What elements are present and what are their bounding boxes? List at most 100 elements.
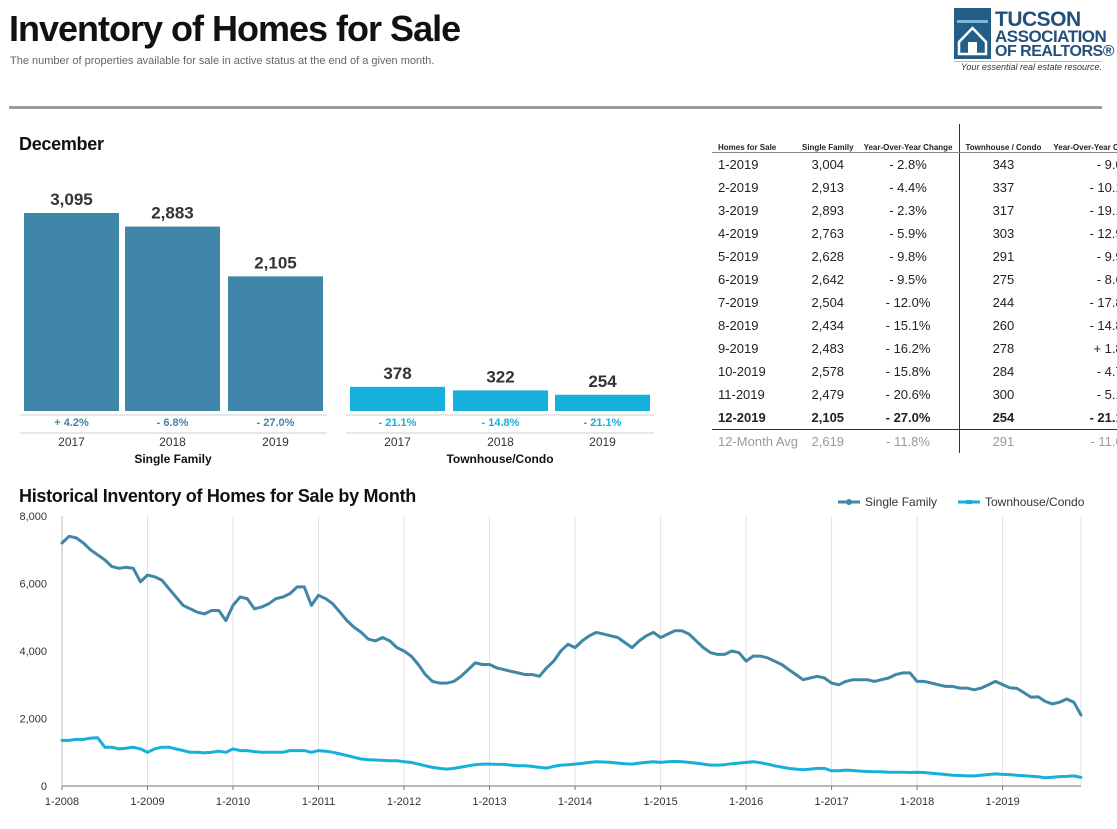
bar-value-label: 378: [383, 364, 411, 383]
table-cell: - 11.0%: [1090, 434, 1117, 449]
x-tick-label: 1-2015: [643, 796, 677, 808]
bar-change-label: + 4.2%: [54, 417, 89, 429]
table-cell: 2,479: [811, 387, 845, 402]
bar-change-label: - 6.8%: [157, 417, 189, 429]
x-tick-label: 1-2017: [814, 796, 848, 808]
table-row: 12-Month Avg 2,619 - 11.8% 291 - 11.0%: [712, 429, 1117, 453]
table-cell: 2-2019: [718, 180, 759, 195]
table-cell: 275: [958, 268, 1048, 291]
table-header-cell: Single Family: [797, 124, 858, 153]
page-subtitle: The number of properties available for s…: [10, 55, 435, 67]
logo-tagline: Your essential real estate resource.: [960, 62, 1102, 72]
bar-year-label: 2019: [262, 435, 289, 449]
x-tick-label: 1-2008: [45, 796, 79, 808]
bar-value-label: 254: [588, 372, 617, 391]
table-cell: 254: [958, 406, 1048, 430]
table-row: 3-2019 2,893 - 2.3% 317 - 19.1%: [712, 199, 1117, 222]
table-cell: 7-2019: [718, 295, 759, 310]
bar-change-label: - 27.0%: [257, 417, 295, 429]
table-cell: - 9.8%: [889, 249, 927, 264]
table-row: 2-2019 2,913 - 4.4% 337 - 10.1%: [712, 176, 1117, 199]
table-cell: - 4.7%: [1096, 364, 1117, 379]
table-cell: 343: [958, 152, 1048, 176]
table-header-cell: Homes for Sale: [712, 124, 798, 153]
bar-year-label: 2017: [58, 435, 85, 449]
table-row: 11-2019 2,479 - 20.6% 300 - 5.1%: [712, 383, 1117, 406]
bar-value-label: 2,105: [254, 253, 297, 272]
table-row: 6-2019 2,642 - 9.5% 275 - 8.6%: [712, 268, 1117, 291]
table-cell: 12-2019: [712, 406, 798, 430]
table-cell: - 2.8%: [889, 157, 927, 172]
x-tick-label: 1-2013: [472, 796, 506, 808]
bar-year-label: 2019: [589, 435, 616, 449]
table-cell: 291: [958, 429, 1048, 453]
x-tick-label: 1-2009: [130, 796, 164, 808]
table-cell: 2,578: [811, 364, 845, 379]
table-cell: 8-2019: [718, 318, 759, 333]
table-row: 8-2019 2,434 - 15.1% 260 - 14.8%: [712, 314, 1117, 337]
table-cell: - 21.1%: [1047, 406, 1117, 430]
table-cell: 2,893: [811, 203, 845, 218]
table-cell: 2,619: [811, 434, 845, 449]
table-cell: - 12.0%: [885, 295, 931, 310]
bar-change-label: - 14.8%: [482, 417, 520, 429]
table-cell: - 16.2%: [885, 341, 931, 356]
y-tick-label: 4,000: [19, 646, 47, 658]
table-cell: 2,763: [811, 226, 845, 241]
table-cell: 300: [958, 383, 1048, 406]
history-line-chart: 0 2,000 4,000 6,000 8,000 1-2008 1-2009 1-2010 1…: [19, 495, 1084, 808]
table-cell: - 20.6%: [885, 387, 931, 402]
bar: [453, 390, 548, 411]
bar-year-label: 2018: [159, 435, 186, 449]
history-chart-title: Historical Inventory of Homes for Sale b…: [19, 486, 416, 506]
x-tick-label: 1-2018: [900, 796, 934, 808]
bar-value-label: 3,095: [50, 190, 93, 209]
table-cell: - 15.1%: [885, 318, 931, 333]
legend-marker: [966, 500, 972, 504]
table-cell: 260: [958, 314, 1048, 337]
table-cell: 291: [958, 245, 1048, 268]
december-bar-chart: 3,095 + 4.2% 2017 2,883 - 6.8% 2018 2,105 - 27.…: [20, 190, 654, 466]
table-cell: 9-2019: [718, 341, 759, 356]
table-cell: 1-2019: [718, 157, 759, 172]
y-tick-label: 0: [41, 781, 47, 793]
table-cell: 2,483: [811, 341, 845, 356]
bar-group-label: Single Family: [134, 452, 212, 466]
table-cell: 4-2019: [718, 226, 759, 241]
bar: [24, 213, 119, 411]
bar-change-label: - 21.1%: [584, 417, 622, 429]
logo-line-1: TUCSON: [995, 8, 1081, 31]
x-tick-label: 1-2016: [729, 796, 763, 808]
table-cell: - 5.9%: [889, 226, 927, 241]
table-cell: 317: [958, 199, 1048, 222]
table-cell: - 10.1%: [1089, 180, 1117, 195]
table-header-cell: Year-Over-Year Change: [857, 124, 959, 153]
header-divider: [9, 106, 1102, 109]
table-cell: 10-2019: [718, 364, 766, 379]
table-cell: - 15.8%: [885, 364, 931, 379]
legend-label: Single Family: [865, 495, 937, 509]
table-cell: 2,628: [811, 249, 845, 264]
table-cell: - 14.8%: [1089, 318, 1117, 333]
tucson-realtors-logo: TUCSON ASSOCIATION OF REALTORS® Your ess…: [954, 8, 1114, 72]
table-cell: - 8.6%: [1096, 272, 1117, 287]
table-cell: - 9.5%: [889, 272, 927, 287]
table-header-cell: Townhouse / Condo: [958, 124, 1048, 153]
table-header-cell: Year-Over-Year Change: [1047, 124, 1117, 153]
table-row: 1-2019 3,004 - 2.8% 343 - 9.0%: [712, 152, 1117, 176]
table-cell: - 9.0%: [1096, 157, 1117, 172]
table-cell: - 9.9%: [1096, 249, 1117, 264]
table-cell: - 4.4%: [889, 180, 927, 195]
y-tick-label: 6,000: [19, 579, 47, 591]
bar-group-label: Townhouse/Condo: [446, 452, 553, 466]
table-cell: 2,434: [811, 318, 845, 333]
table-cell: 2,504: [811, 295, 845, 310]
y-tick-label: 2,000: [19, 714, 47, 726]
table-cell: 5-2019: [718, 249, 759, 264]
table-cell: - 27.0%: [857, 406, 959, 430]
logo-line-3: OF REALTORS®: [995, 43, 1114, 60]
bar-value-label: 322: [486, 367, 514, 386]
table-cell: - 2.3%: [889, 203, 927, 218]
page-title: Inventory of Homes for Sale: [9, 8, 461, 49]
